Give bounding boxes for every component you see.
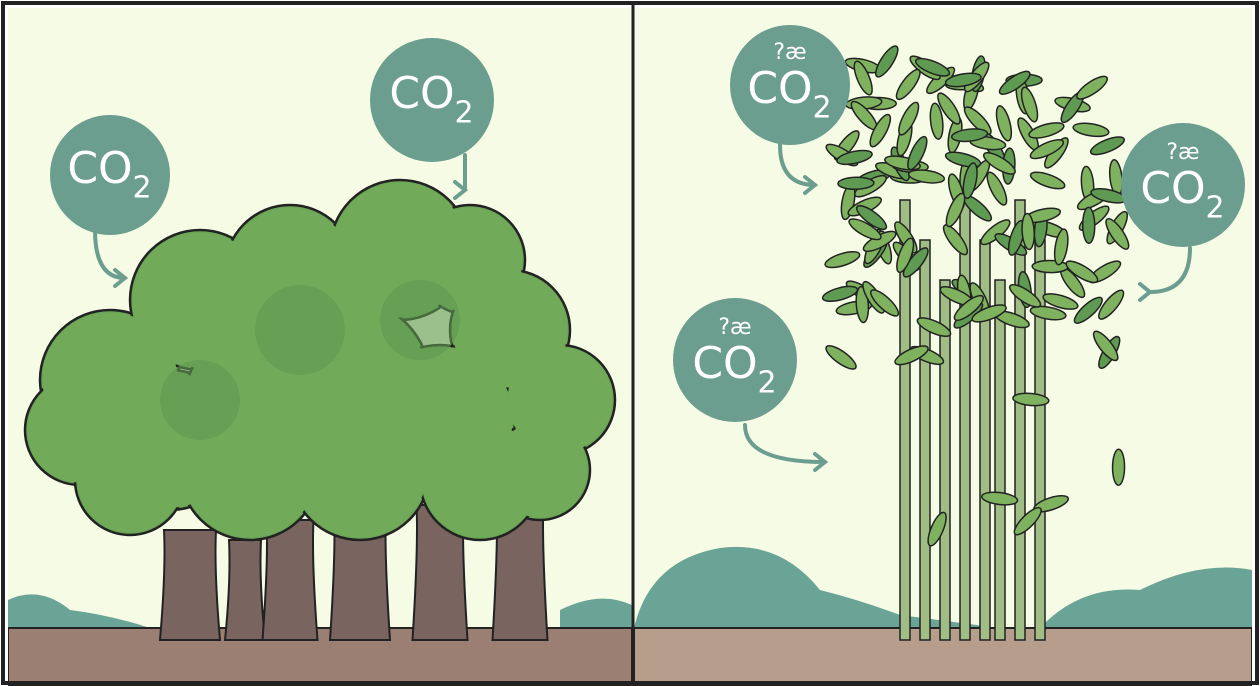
bubble-subscript: 2 (132, 171, 151, 206)
bubble-text: CO (692, 338, 757, 389)
left-panel (8, 8, 632, 686)
stalk (920, 240, 930, 640)
foliage-shade (160, 360, 240, 440)
foliage-shade (380, 280, 460, 360)
bubble-subscript: 2 (757, 366, 776, 401)
leaf (1082, 207, 1094, 243)
stalk (995, 280, 1005, 640)
bubble-prefix: ?æ (1166, 140, 1199, 165)
bubble-subscript: 2 (1205, 191, 1224, 226)
foliage-fill (423, 423, 538, 538)
foliage-fill (78, 428, 183, 533)
trunk (225, 540, 265, 640)
bubble-text: CO (1140, 163, 1205, 214)
stalk (1015, 200, 1025, 640)
bubble-text: CO (389, 68, 454, 119)
leaf (838, 177, 874, 190)
stalk (960, 200, 970, 640)
comic: CO2CO2?æCO2?æCO2?æCO2 (0, 0, 1260, 686)
foliage-fill (293, 403, 428, 538)
bubble-text: CO (747, 63, 812, 114)
bubble-subscript: 2 (454, 96, 473, 131)
bubble-prefix: ?æ (718, 315, 751, 340)
foliage-shade (255, 285, 345, 375)
leaf (1112, 449, 1124, 485)
bubble-text: CO (67, 143, 132, 194)
bubble-prefix: ?æ (773, 40, 806, 65)
trunk (160, 530, 220, 640)
bubble-subscript: 2 (812, 91, 831, 126)
